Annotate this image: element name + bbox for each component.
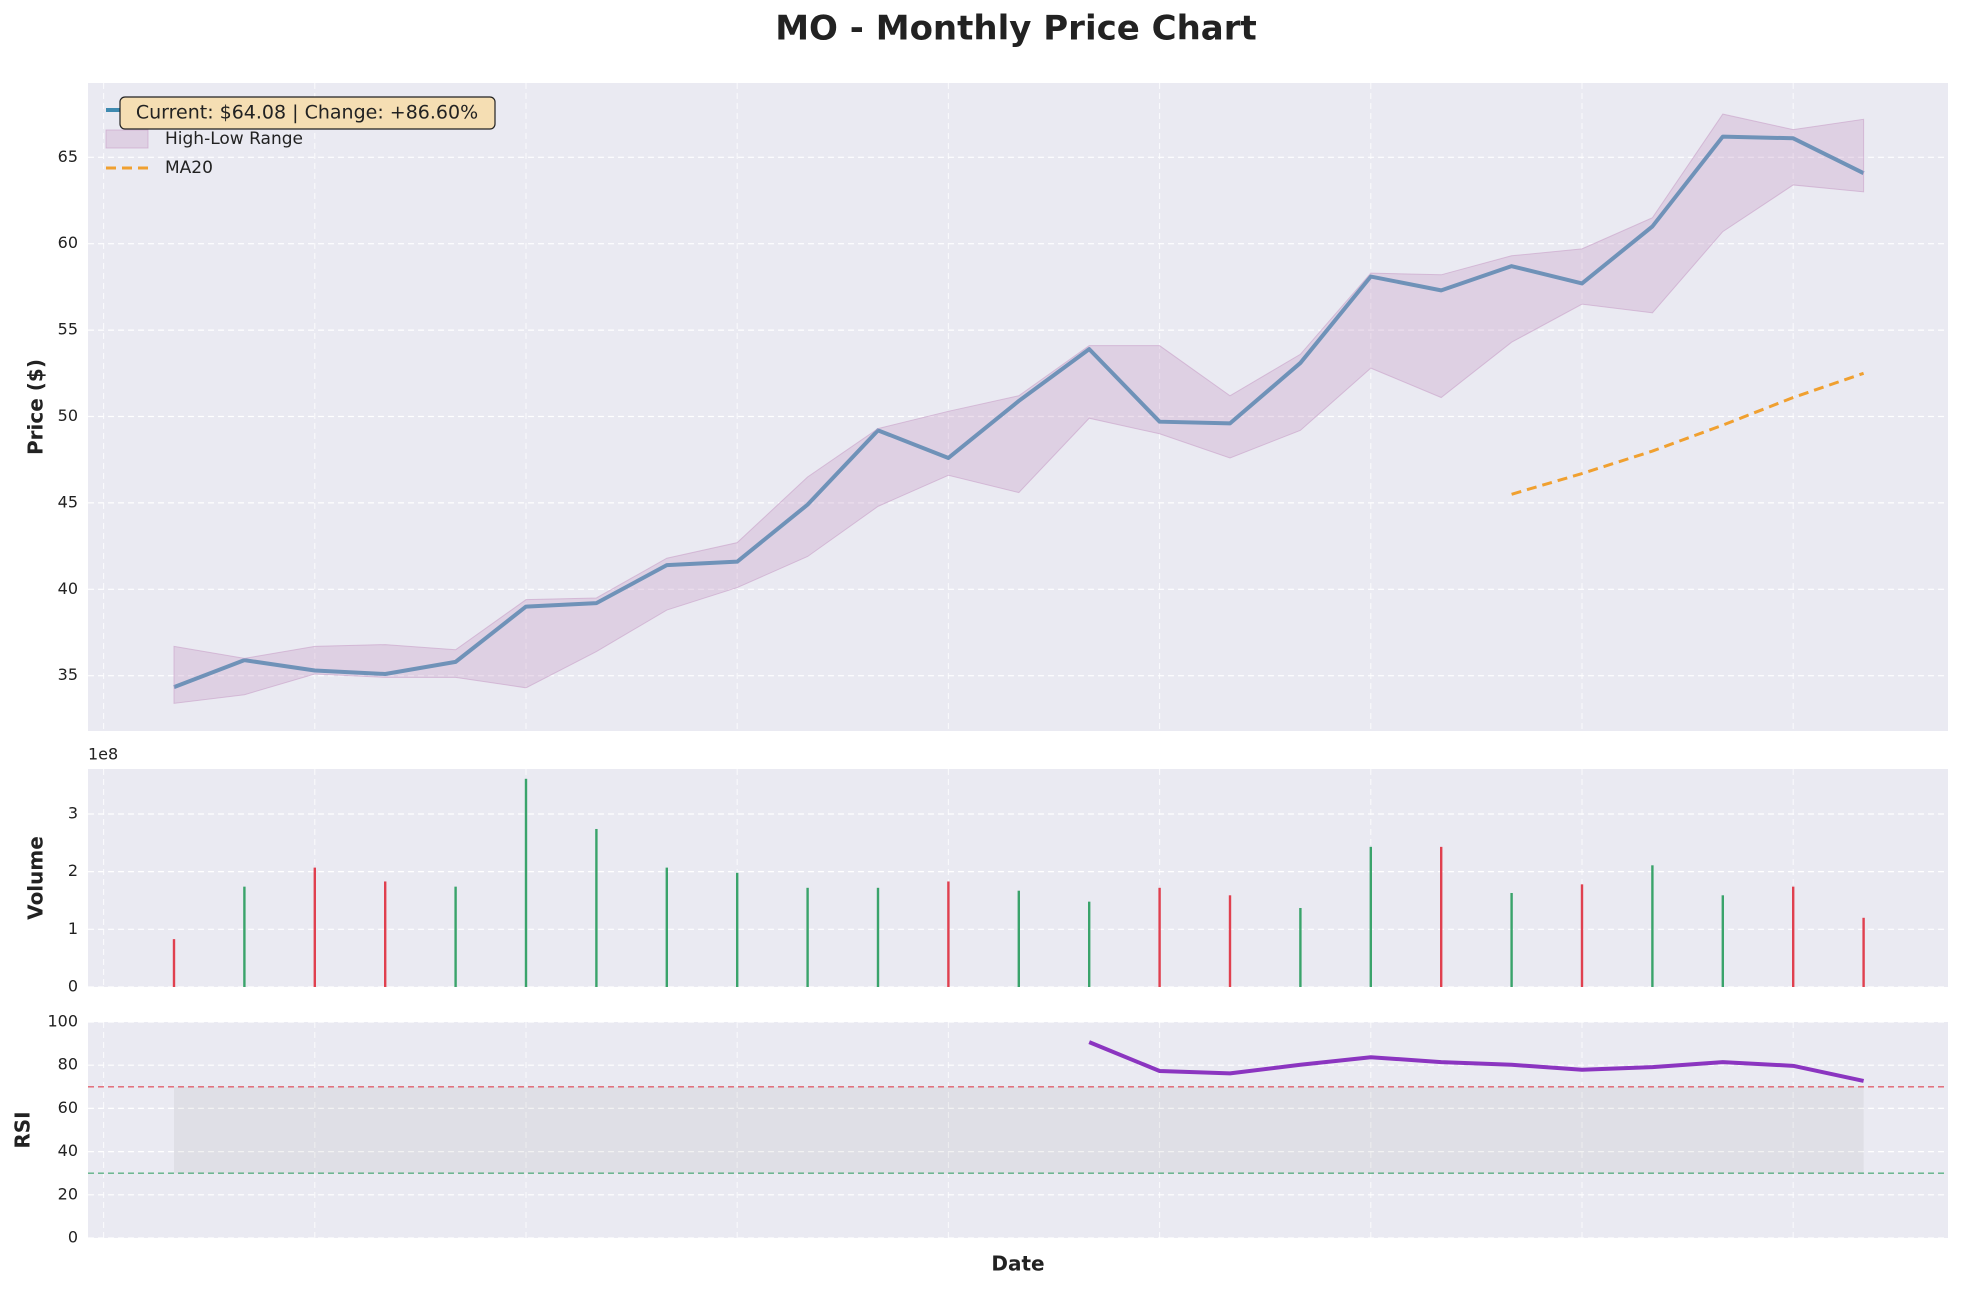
volume-bar	[947, 881, 950, 987]
volume-bar	[172, 939, 176, 987]
volume-bar	[665, 867, 668, 987]
volume-bar	[313, 867, 316, 987]
y-offset-label: 1e8	[88, 745, 118, 764]
neutral-band	[174, 1086, 1864, 1174]
volume-bar	[1862, 917, 1865, 987]
volume-bar	[1017, 890, 1020, 987]
series-line	[173, 134, 1865, 689]
y-tick-label: 1	[68, 919, 78, 938]
high-low-area	[173, 113, 1865, 704]
volume-bar	[595, 828, 598, 987]
volume-bar	[1792, 886, 1795, 987]
y-tick-label: 3	[68, 803, 78, 822]
volume-bar	[736, 872, 739, 987]
volume-bar	[524, 778, 528, 987]
y-tick-label: 2	[68, 861, 78, 880]
volume-bar	[1369, 846, 1372, 987]
y-tick-label: 0	[68, 977, 78, 996]
y-tick-label: 100	[47, 1012, 78, 1031]
volume-bar	[454, 886, 457, 987]
y-tick-label: 65	[58, 147, 78, 166]
y-axis-label: RSI	[11, 1111, 35, 1148]
y-axis-label: Volume	[24, 836, 48, 920]
volume-bar	[1299, 907, 1302, 987]
volume-bar	[1228, 895, 1232, 987]
volume-bar	[1510, 892, 1513, 987]
volume-bar	[806, 887, 809, 987]
legend-swatch	[105, 129, 149, 149]
volume-bar	[1088, 901, 1091, 987]
annotation: Current: $64.08 | Change: +86.60%	[136, 102, 478, 124]
volume-bar	[243, 886, 246, 987]
volume-bar	[384, 881, 387, 987]
y-tick-label: 45	[58, 492, 78, 511]
plot-background	[88, 83, 1948, 731]
y-tick-label: 35	[58, 665, 78, 684]
volume-bar	[1721, 895, 1724, 987]
volume-bar	[1158, 887, 1161, 987]
y-tick-label: 50	[58, 406, 78, 425]
series-line	[1511, 371, 1865, 496]
volume-bar	[1440, 846, 1443, 987]
plot-background	[88, 1022, 1948, 1238]
legend-label: High-Low Range	[165, 129, 303, 149]
y-tick-label: 20	[58, 1184, 78, 1203]
volume-bar	[1651, 865, 1654, 987]
y-tick-label: 80	[58, 1055, 78, 1074]
y-tick-label: 60	[58, 233, 78, 252]
series-line	[1088, 1040, 1865, 1083]
y-tick-label: 40	[58, 579, 78, 598]
chart-title: MO - Monthly Price Chart	[775, 9, 1257, 49]
y-tick-label: 60	[58, 1098, 78, 1117]
y-tick-label: 55	[58, 320, 78, 339]
volume-bar	[1580, 884, 1584, 987]
volume-bar	[876, 887, 880, 987]
y-axis-label: Price ($)	[24, 359, 48, 455]
legend-label: MA20	[165, 158, 213, 178]
x-axis-label: Date	[991, 1252, 1044, 1276]
annotation-box	[119, 96, 496, 130]
y-tick-label: 0	[68, 1228, 78, 1247]
y-tick-label: 40	[58, 1141, 78, 1160]
